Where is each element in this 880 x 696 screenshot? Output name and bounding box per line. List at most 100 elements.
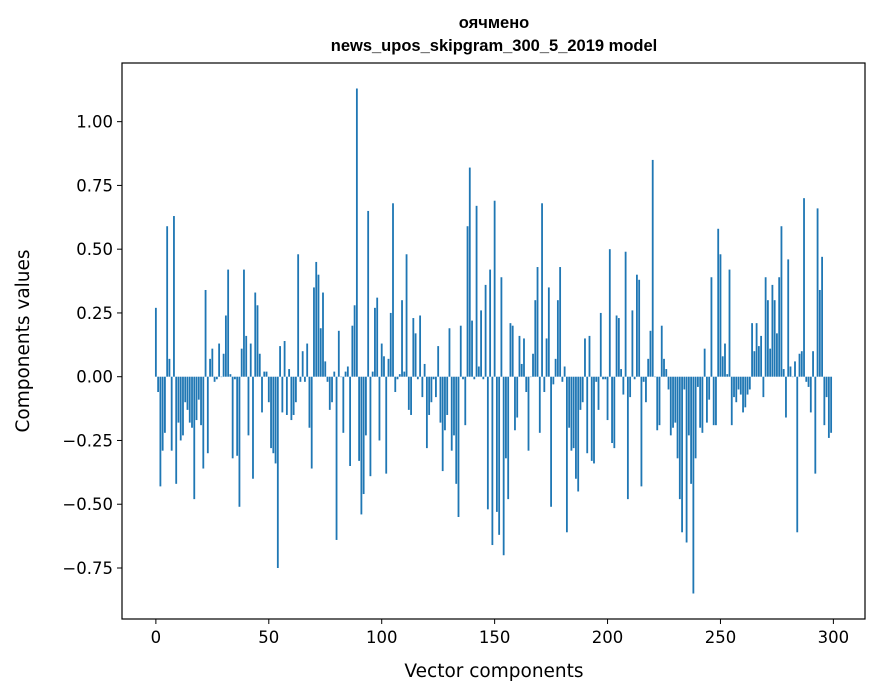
bar-122 <box>430 376 433 403</box>
bar-299 <box>830 376 833 433</box>
bar-106 <box>394 376 397 393</box>
bar-205 <box>617 318 620 377</box>
bar-83 <box>342 376 345 433</box>
bar-236 <box>687 376 690 436</box>
bar-23 <box>206 376 209 454</box>
y-tick-label-0: −0.75 <box>62 559 113 578</box>
bar-127 <box>441 376 444 472</box>
bar-24 <box>209 358 211 377</box>
bar-216 <box>642 376 645 382</box>
bar-93 <box>365 376 367 436</box>
bar-160 <box>516 376 519 418</box>
bar-52 <box>272 376 275 454</box>
bar-4 <box>164 376 166 433</box>
bar-262 <box>746 376 749 395</box>
bar-15 <box>188 376 191 423</box>
y-tick-label-7: 1.00 <box>76 113 113 132</box>
bar-170 <box>538 376 541 433</box>
bar-5 <box>166 226 169 377</box>
bar-184 <box>570 376 573 451</box>
bar-142 <box>475 205 478 377</box>
bar-108 <box>398 374 401 377</box>
bar-268 <box>760 335 763 377</box>
bar-263 <box>748 376 751 390</box>
bar-38 <box>240 348 243 377</box>
bars-group <box>154 88 833 594</box>
bar-217 <box>645 376 647 403</box>
bar-117 <box>419 315 422 377</box>
bar-132 <box>453 376 455 436</box>
bar-265 <box>753 351 756 377</box>
bar-138 <box>466 226 469 377</box>
bar-206 <box>620 369 622 377</box>
y-axis-ticks: −0.75 −0.50 −0.25 0.00 0.25 0.50 0.75 1.00 <box>62 113 122 578</box>
bar-58 <box>285 376 288 415</box>
bar-242 <box>701 376 704 433</box>
bar-186 <box>575 376 577 479</box>
bar-146 <box>484 284 487 377</box>
bar-74 <box>322 292 324 377</box>
bar-59 <box>288 369 291 377</box>
bar-203 <box>613 376 616 449</box>
bar-281 <box>789 366 792 377</box>
bar-189 <box>581 376 584 403</box>
bar-129 <box>446 376 449 415</box>
bar-182 <box>565 376 568 533</box>
bar-102 <box>385 376 388 474</box>
bar-211 <box>631 310 634 377</box>
bar-143 <box>477 366 480 377</box>
bar-148 <box>489 269 492 377</box>
bar-271 <box>766 300 769 377</box>
bar-295 <box>821 256 823 377</box>
bar-259 <box>739 376 742 395</box>
bar-0 <box>154 307 157 377</box>
bar-264 <box>751 323 753 377</box>
bar-161 <box>518 335 521 377</box>
bar-96 <box>371 371 374 377</box>
bar-141 <box>473 376 476 380</box>
bar-139 <box>468 167 471 377</box>
bar-1 <box>157 376 160 393</box>
bar-115 <box>414 333 417 377</box>
bar-80 <box>335 376 338 540</box>
bar-256 <box>733 376 735 398</box>
bar-42 <box>249 343 252 377</box>
bar-290 <box>809 376 812 413</box>
bar-163 <box>523 338 525 377</box>
bar-30 <box>222 353 225 377</box>
bar-178 <box>556 300 559 377</box>
bar-296 <box>823 376 826 426</box>
bar-177 <box>554 358 557 377</box>
x-tick-label-3: 150 <box>479 628 511 647</box>
bar-218 <box>647 358 650 377</box>
bar-215 <box>640 376 643 487</box>
bar-172 <box>543 376 546 393</box>
bar-123 <box>432 376 435 380</box>
bar-252 <box>724 343 726 377</box>
bar-193 <box>590 376 593 461</box>
bar-200 <box>606 376 609 421</box>
bar-180 <box>561 376 564 382</box>
bar-34 <box>231 376 234 459</box>
bar-266 <box>755 323 758 377</box>
bar-174 <box>547 287 550 377</box>
y-tick-label-6: 0.75 <box>76 176 113 195</box>
bar-223 <box>658 376 661 426</box>
bar-8 <box>173 216 175 377</box>
bar-298 <box>827 376 830 438</box>
bar-17 <box>193 376 196 500</box>
bar-175 <box>550 376 552 507</box>
y-tick-label-3: 0.00 <box>76 368 113 387</box>
bar-26 <box>213 376 216 382</box>
bar-257 <box>735 376 738 403</box>
bar-208 <box>624 251 627 377</box>
x-tick-label-6: 300 <box>818 628 850 647</box>
bar-136 <box>462 376 464 380</box>
bar-112 <box>407 376 410 410</box>
bar-249 <box>717 228 720 377</box>
bar-255 <box>730 376 733 426</box>
bar-289 <box>807 376 810 387</box>
bar-201 <box>608 249 611 377</box>
bar-246 <box>710 277 713 377</box>
